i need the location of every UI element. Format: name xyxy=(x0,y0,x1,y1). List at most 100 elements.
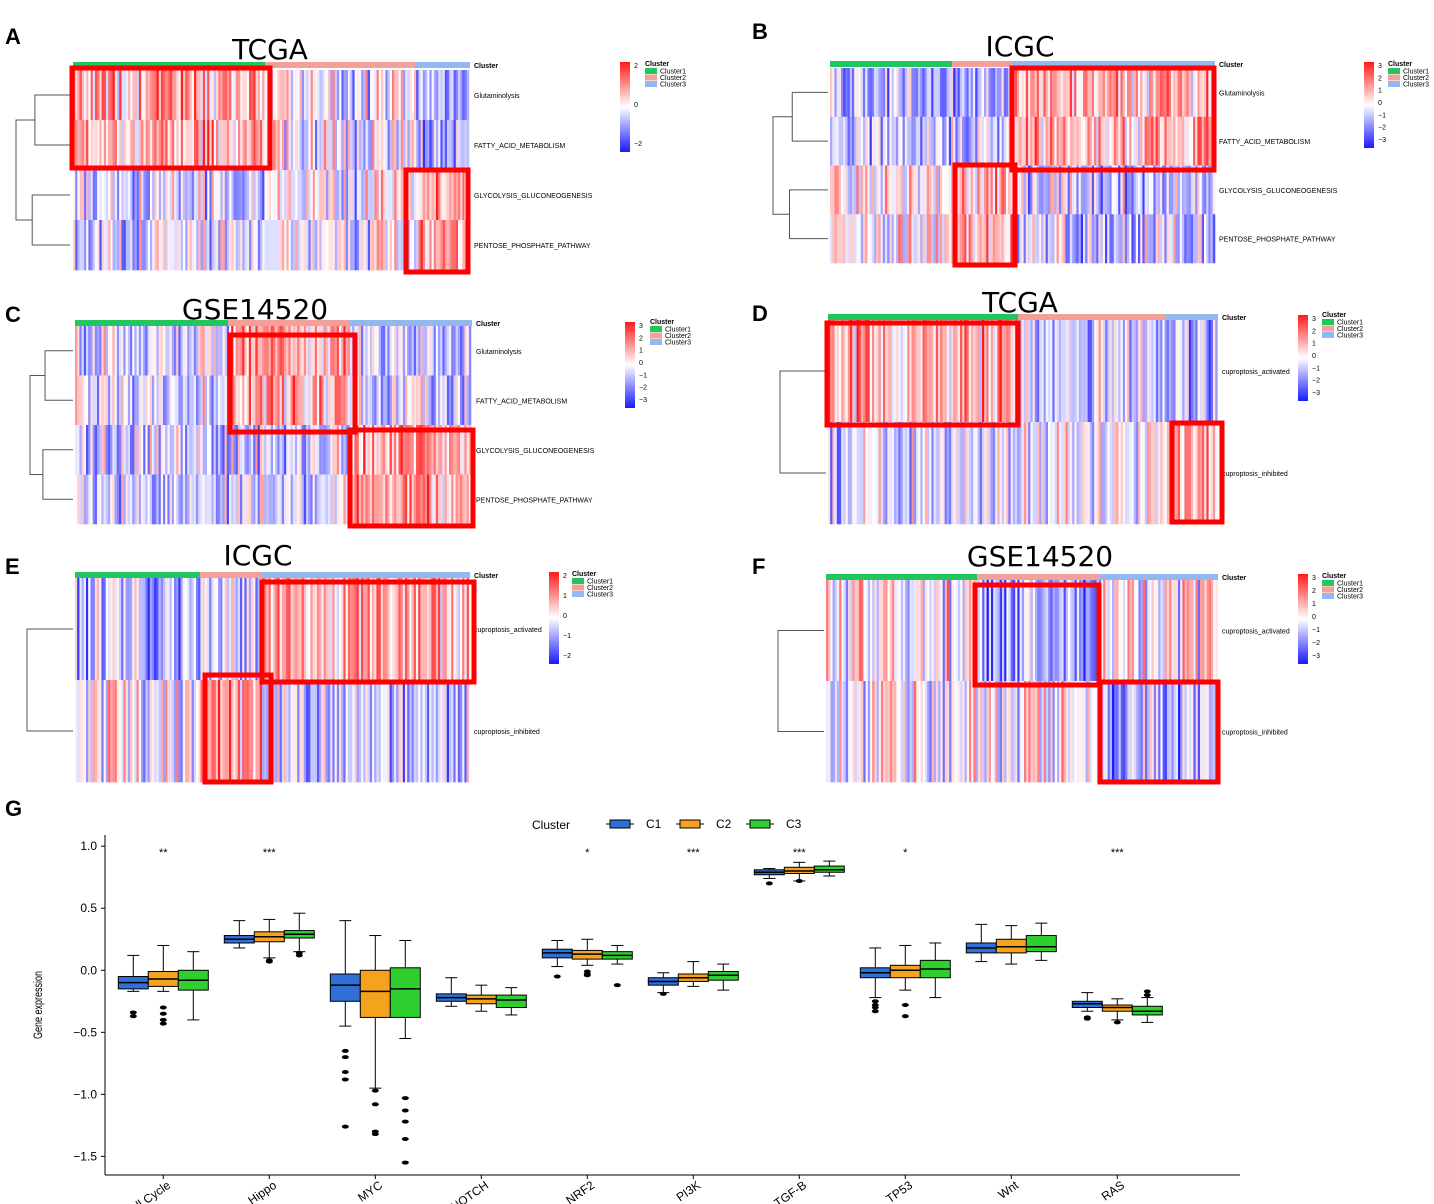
heatmap-cell xyxy=(848,580,851,682)
heatmap-cell xyxy=(893,68,897,118)
heatmap-cell xyxy=(1158,320,1161,423)
heatmap-cell xyxy=(253,220,256,271)
heatmap-cell xyxy=(444,220,448,271)
heatmap-cell xyxy=(982,320,985,423)
heatmap-cell xyxy=(845,320,849,423)
heatmap-cell xyxy=(310,70,314,121)
heatmap-cell xyxy=(154,70,157,121)
heatmap-cell xyxy=(132,680,135,783)
heatmap-cell xyxy=(1177,320,1181,423)
heatmap-cell xyxy=(178,220,182,271)
heatmap-cell xyxy=(1188,320,1192,423)
outlier-point xyxy=(401,1119,409,1124)
heatmap-cell xyxy=(1168,68,1172,118)
heatmap-cell xyxy=(1157,214,1161,264)
heatmap-cell xyxy=(966,214,969,264)
heatmap-cell xyxy=(894,580,897,682)
heatmap-cell xyxy=(332,170,336,221)
heatmap-cell xyxy=(130,474,133,525)
heatmap-cell xyxy=(863,165,866,215)
heatmap-cell xyxy=(1195,116,1198,166)
heatmap-cell xyxy=(969,681,972,783)
heatmap-cell xyxy=(427,474,430,525)
heatmap-cell xyxy=(1140,116,1143,166)
heatmap-cell xyxy=(125,578,129,681)
heatmap-cell xyxy=(114,120,118,171)
heatmap-cell xyxy=(1090,681,1093,783)
heatmap-cell xyxy=(1114,422,1117,525)
heatmap-cell xyxy=(268,375,272,426)
heatmap-cell xyxy=(121,425,124,475)
heatmap-cell xyxy=(200,375,203,426)
heatmap-cell xyxy=(323,375,327,426)
heatmap-cell xyxy=(1006,165,1009,215)
heatmap-cell xyxy=(946,165,950,215)
heatmap-cell xyxy=(277,474,280,525)
heatmap-cell xyxy=(971,580,974,682)
heatmap-cell xyxy=(464,326,467,376)
heatmap-cell xyxy=(233,680,236,783)
heatmap-cell xyxy=(1072,422,1075,525)
heatmap-cell xyxy=(110,120,113,171)
heatmap-cell xyxy=(134,326,137,376)
heatmap-cell xyxy=(185,578,188,681)
heatmap-cell xyxy=(858,116,862,166)
heatmap-cell xyxy=(1127,214,1130,264)
heatmap-cell xyxy=(418,680,421,783)
legend-item: Cluster1 xyxy=(1337,581,1363,588)
heatmap-cell xyxy=(156,70,160,121)
heatmap-cell xyxy=(394,120,397,171)
heatmap-cell xyxy=(834,214,837,264)
heatmap-cell xyxy=(407,474,410,525)
heatmap-cell xyxy=(1028,214,1031,264)
heatmap-cell xyxy=(77,70,80,121)
heatmap-cell xyxy=(1050,320,1053,423)
heatmap-cell xyxy=(999,681,1003,783)
heatmap-cell xyxy=(995,681,998,783)
heatmap-cell xyxy=(156,578,159,681)
heatmap-cell xyxy=(1080,68,1084,118)
heatmap-cell xyxy=(1070,320,1073,423)
heatmap-cell xyxy=(1197,68,1200,118)
heatmap-cell xyxy=(1208,681,1212,783)
heatmap-cell xyxy=(462,474,465,525)
heatmap-cell xyxy=(321,578,324,681)
heatmap-cell xyxy=(116,578,120,681)
heatmap-cell xyxy=(365,375,368,426)
heatmap-cell xyxy=(215,578,219,681)
heatmap-cell xyxy=(1131,68,1134,118)
heatmap-cell xyxy=(345,220,349,271)
heatmap-cell xyxy=(198,170,201,221)
heatmap-cell xyxy=(885,422,888,525)
heatmap-cell xyxy=(240,220,243,271)
heatmap-cell xyxy=(191,70,195,121)
heatmap-cell xyxy=(301,425,305,475)
heatmap-cell xyxy=(1067,68,1071,118)
heatmap-cell xyxy=(88,220,91,271)
x-tick-label: Cell Cycle xyxy=(121,1178,174,1204)
heatmap-cell xyxy=(872,320,875,423)
heatmap-cell xyxy=(962,580,965,682)
heatmap-cell xyxy=(385,70,388,121)
heatmap-cell xyxy=(1025,116,1029,166)
heatmap-cell xyxy=(1085,116,1088,166)
heatmap-cell xyxy=(1094,320,1097,423)
color-scale-tick: 1 xyxy=(1312,341,1316,348)
heatmap-cell xyxy=(1186,214,1189,264)
heatmap-cell xyxy=(1001,68,1005,118)
heatmap-cell xyxy=(1177,68,1181,118)
heatmap-cell xyxy=(980,580,983,682)
heatmap-cell xyxy=(1210,422,1214,525)
color-scale-tick: 0 xyxy=(563,613,567,620)
heatmap-cell xyxy=(1006,214,1009,264)
heatmap-cell xyxy=(924,165,928,215)
heatmap-cell xyxy=(1098,165,1101,215)
heatmap-cell xyxy=(81,578,85,681)
heatmap-cell xyxy=(433,375,437,426)
heatmap-cell xyxy=(367,170,371,221)
heatmap-cell xyxy=(398,120,402,171)
heatmap-cell xyxy=(380,680,384,783)
heatmap-cell xyxy=(1199,165,1203,215)
heatmap-cell xyxy=(1118,422,1121,525)
heatmap-cell xyxy=(959,116,963,166)
